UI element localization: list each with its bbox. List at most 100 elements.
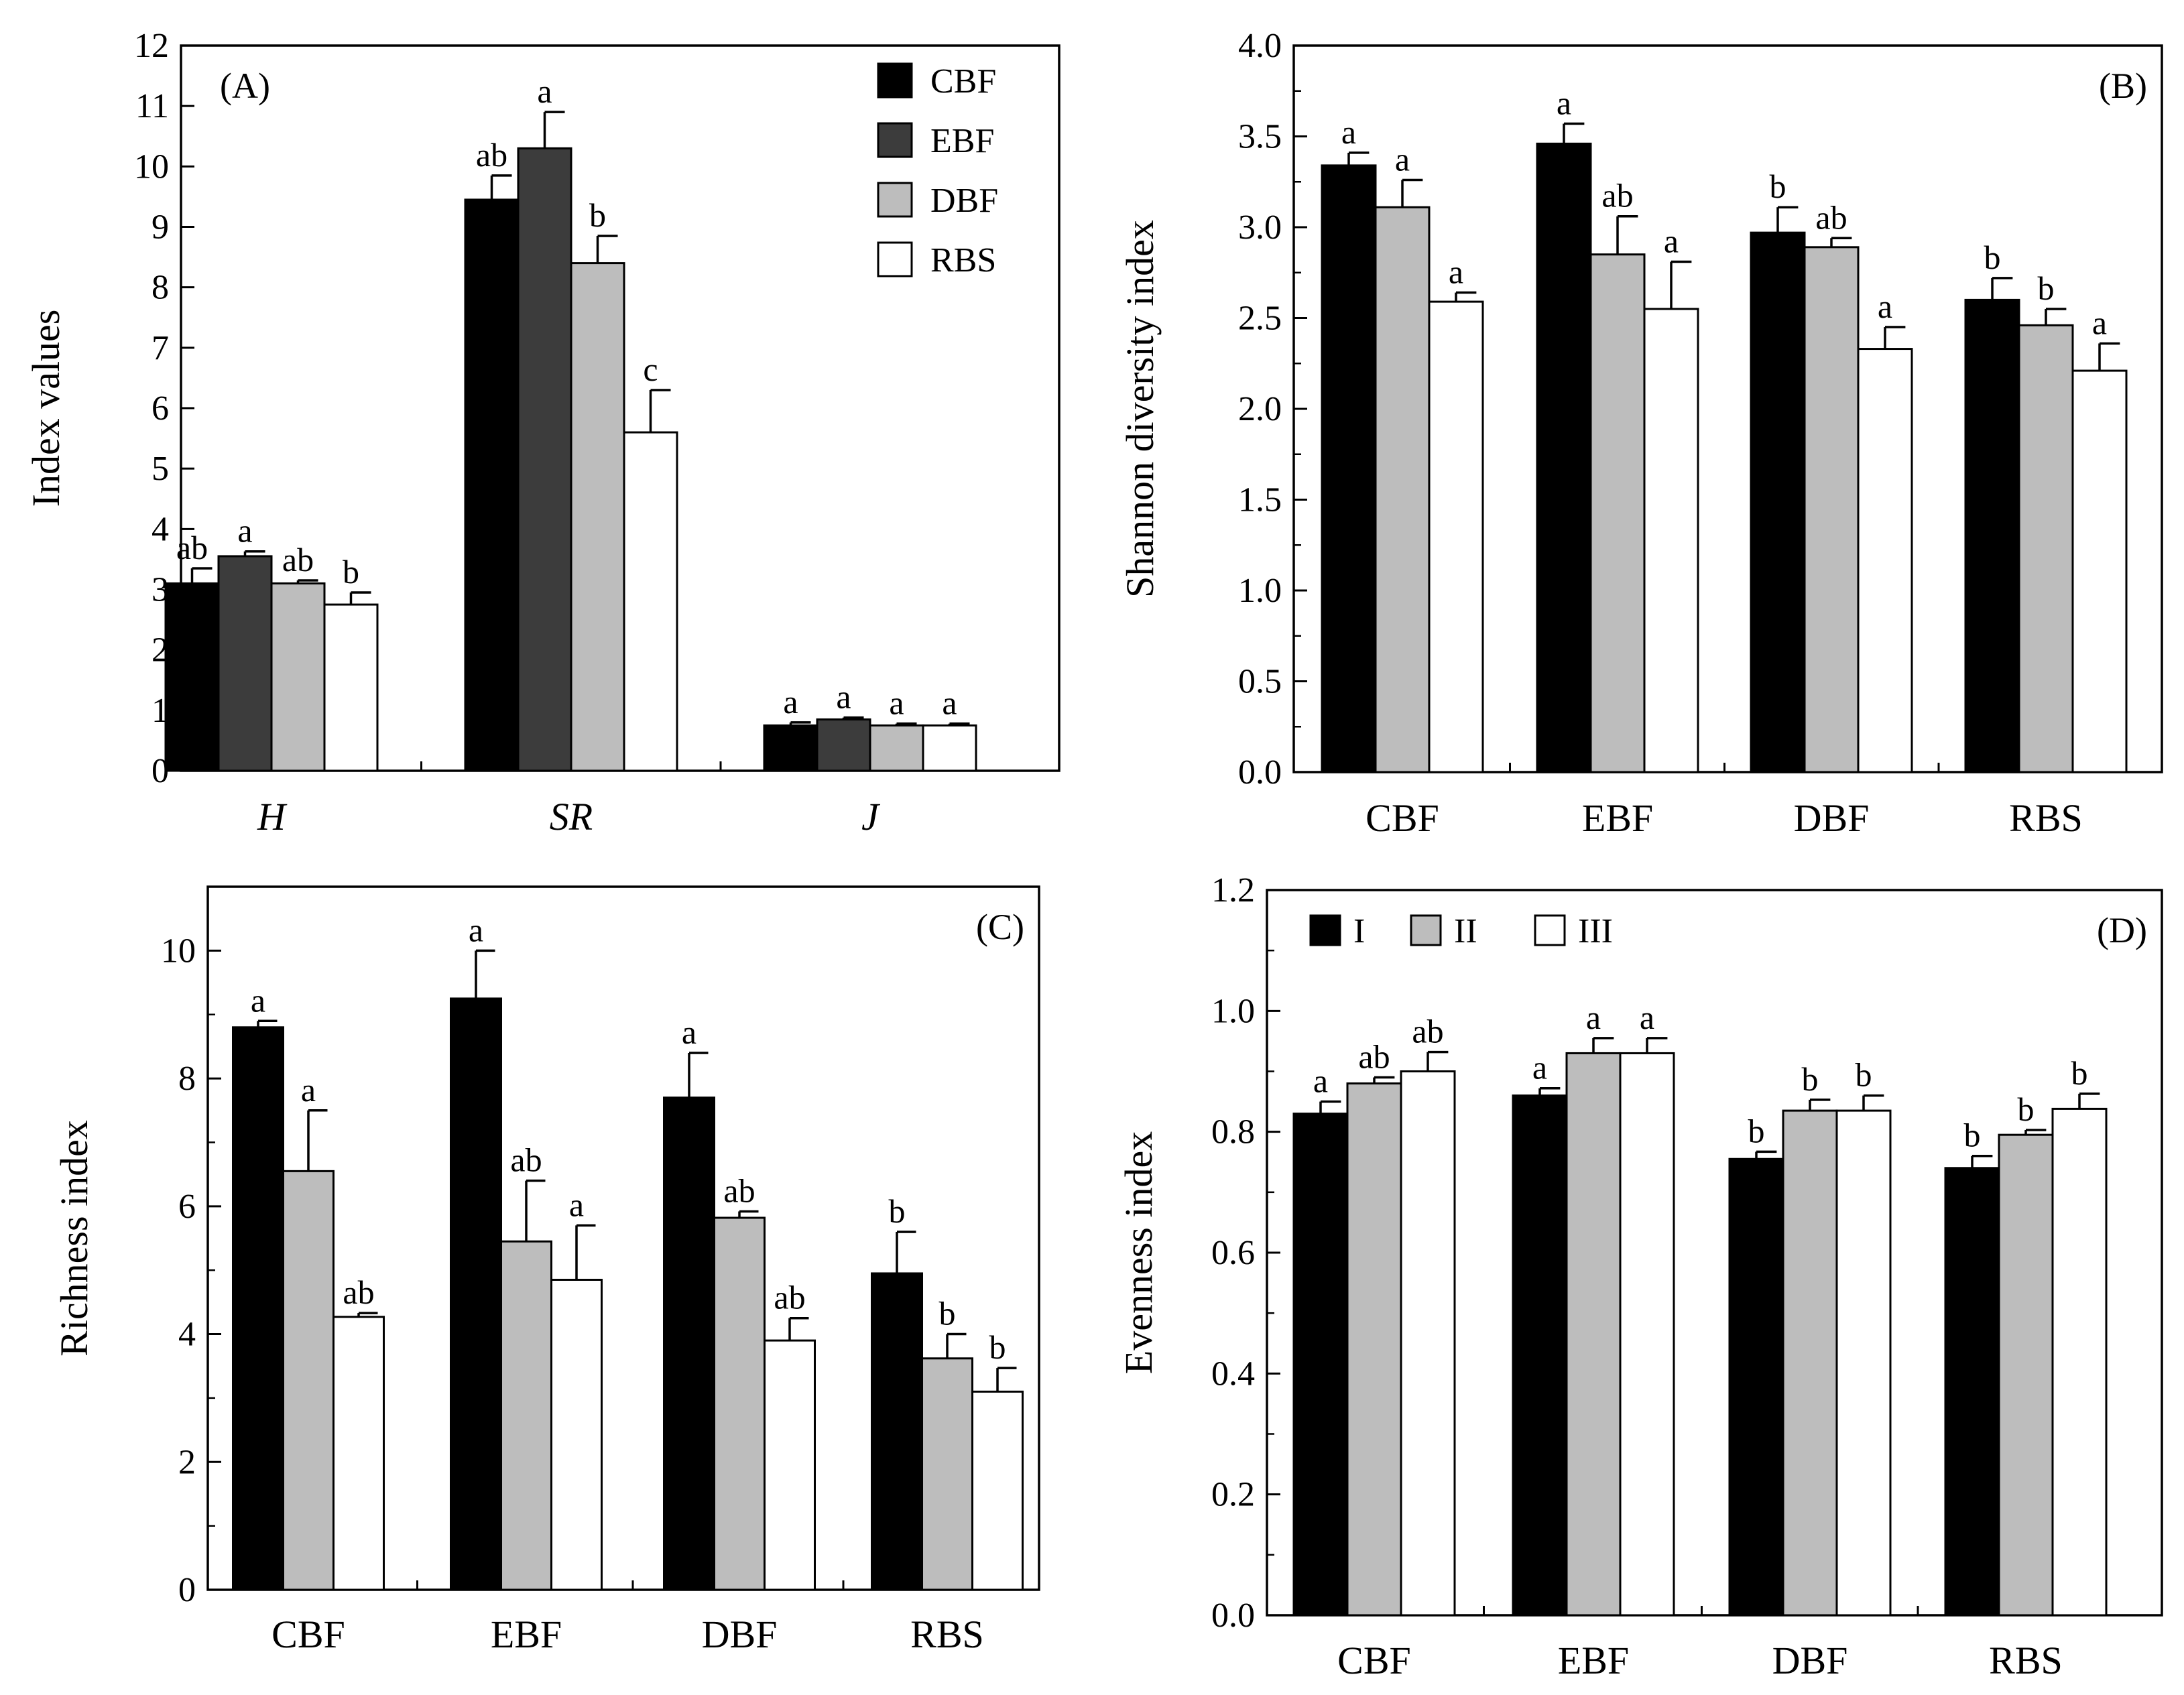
y-tick-label: 3.5 <box>1238 118 1282 156</box>
significance-label: a <box>237 512 252 550</box>
y-tick-label: 8 <box>178 1060 196 1098</box>
legend-swatch-ii <box>1410 914 1442 946</box>
legend-label: DBF <box>930 182 998 220</box>
significance-label: b <box>1984 239 2001 276</box>
bar-b-iii-rbs <box>2071 369 2128 773</box>
y-tick-label: 7 <box>151 329 169 367</box>
significance-label: a <box>1449 253 1463 291</box>
bar-a-cbf-sr <box>464 198 520 772</box>
y-tick-label: 5 <box>151 450 169 488</box>
legend-swatch-ebf <box>877 122 913 158</box>
significance-label: a <box>301 1071 316 1109</box>
y-tick-label: 3.0 <box>1238 208 1282 247</box>
x-category-label: J <box>861 795 881 838</box>
bar-a-ebf-h <box>217 555 273 772</box>
bar-d-iii-ebf <box>1619 1052 1675 1617</box>
bar-b-iii-ebf <box>1643 308 1699 773</box>
bar-d-iii-dbf <box>1835 1109 1892 1617</box>
y-tick-label: 4 <box>178 1316 196 1354</box>
legend-swatch-iii <box>1534 914 1566 946</box>
legend-label: RBS <box>930 241 996 279</box>
x-category-label: EBF <box>491 1613 562 1656</box>
significance-label: a <box>2092 304 2107 341</box>
x-category-label: DBF <box>1772 1639 1848 1682</box>
y-tick-label: 0.4 <box>1211 1355 1255 1393</box>
bar-c-iii-dbf <box>764 1339 816 1591</box>
bar-d-i-rbs <box>1944 1167 2000 1617</box>
significance-label: a <box>1313 1062 1328 1100</box>
bar-d-ii-rbs <box>1998 1133 2054 1617</box>
bar-a-cbf-h <box>164 582 220 772</box>
y-tick-label: 2.5 <box>1238 300 1282 338</box>
bar-c-ii-cbf <box>282 1170 335 1591</box>
y-tick-label: 4 <box>151 510 169 548</box>
legend-label: III <box>1578 912 1613 950</box>
significance-label: b <box>1856 1056 1872 1094</box>
y-axis-title: Richness index <box>52 1120 96 1357</box>
y-tick-label: 1.0 <box>1238 572 1282 610</box>
bar-a-rbs-j <box>922 724 977 772</box>
significance-label: a <box>1664 222 1679 259</box>
bar-b-i-cbf <box>1321 164 1377 773</box>
x-category-label: SR <box>550 795 593 838</box>
significance-label: a <box>889 684 904 722</box>
significance-label: a <box>1532 1049 1547 1086</box>
y-tick-label: 6 <box>151 389 169 428</box>
y-tick-label: 0.5 <box>1238 663 1282 701</box>
significance-label: b <box>2071 1054 2088 1092</box>
x-category-label: EBF <box>1558 1639 1629 1682</box>
bar-a-dbf-j <box>869 724 924 772</box>
significance-label: a <box>682 1013 696 1051</box>
significance-label: b <box>1748 1112 1765 1149</box>
significance-label: a <box>783 683 798 720</box>
legend-swatch-cbf <box>877 62 913 99</box>
panel-b: 0.0 0.5 1.0 1.5 2.0 2.5 3.0 3.5 4.0 Shannon diver… <box>1118 27 2163 840</box>
legend-swatch-dbf <box>877 182 913 218</box>
bar-c-iii-ebf <box>550 1278 603 1591</box>
bar-c-i-ebf <box>450 997 502 1591</box>
significance-label: a <box>1586 999 1601 1036</box>
significance-label: b <box>589 196 606 234</box>
significance-label: a <box>1557 84 1571 122</box>
bar-c-i-cbf <box>232 1026 284 1591</box>
significance-label: a <box>1640 999 1654 1036</box>
significance-label: b <box>1964 1117 1981 1154</box>
significance-label: c <box>643 351 658 388</box>
bar-a-rbs-sr <box>623 431 678 772</box>
bar-b-ii-ebf <box>1589 253 1646 773</box>
bar-a-rbs-h <box>323 603 379 772</box>
legend-label: I <box>1353 912 1365 950</box>
bar-c-iii-rbs <box>971 1390 1024 1591</box>
y-tick-label: 4.0 <box>1238 27 1282 65</box>
bar-b-i-dbf <box>1750 231 1806 773</box>
bar-d-i-cbf <box>1292 1113 1349 1617</box>
y-tick-label: 0.8 <box>1211 1113 1255 1151</box>
bar-a-dbf-h <box>270 582 326 772</box>
bar-b-ii-dbf <box>1803 246 1860 773</box>
significance-label: ab <box>723 1172 755 1209</box>
panel-label: (B) <box>2099 66 2147 106</box>
bar-d-iii-cbf <box>1400 1070 1456 1617</box>
x-category-label: EBF <box>1582 796 1653 840</box>
bar-b-iii-dbf <box>1857 348 1913 773</box>
significance-label: ab <box>510 1141 542 1179</box>
y-tick-label: 9 <box>151 208 169 247</box>
y-axis-title: Evenness index <box>1117 1131 1160 1374</box>
bar-d-i-ebf <box>1512 1094 1568 1617</box>
significance-label: ab <box>343 1273 374 1311</box>
y-tick-label: 0.2 <box>1211 1476 1255 1514</box>
significance-label: ab <box>176 529 208 566</box>
bar-b-iii-cbf <box>1428 300 1484 773</box>
panel-label: (C) <box>976 907 1024 947</box>
legend-label: EBF <box>930 122 994 160</box>
y-tick-label: 12 <box>134 27 169 65</box>
bar-a-cbf-j <box>763 724 818 772</box>
significance-label: b <box>343 553 359 590</box>
x-category-label: DBF <box>702 1613 778 1656</box>
significance-label: a <box>1395 141 1410 178</box>
x-category-label: CBF <box>1337 1639 1411 1682</box>
significance-label: a <box>836 678 851 716</box>
bar-c-ii-rbs <box>921 1357 973 1591</box>
